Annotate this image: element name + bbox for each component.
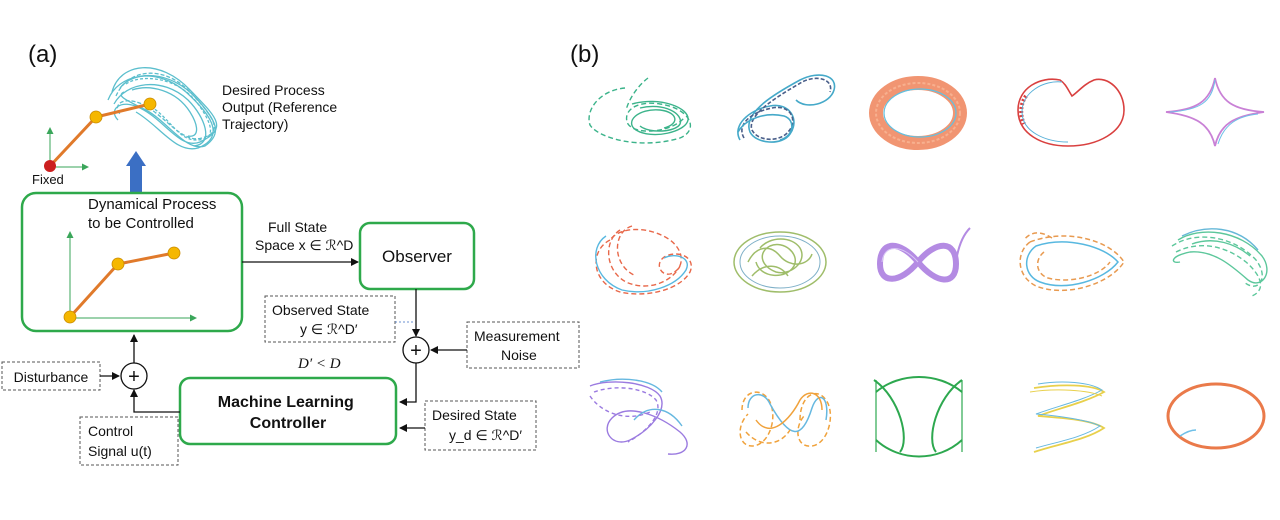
measurement-noise-label: Measurement Noise xyxy=(474,328,563,363)
panel-b-label: (b) xyxy=(570,41,599,68)
sum-to-controller-arrow xyxy=(399,363,417,406)
desired-state-label: Desired State y_d ∈ ℛ^D′ xyxy=(432,407,522,443)
fixed-joint xyxy=(44,160,56,172)
reference-trajectory xyxy=(107,67,218,150)
trajectory-r2-c4 xyxy=(1019,232,1125,292)
trajectory-r2-c1 xyxy=(595,225,692,295)
fixed-label: Fixed xyxy=(32,172,64,187)
observed-state-label: Observed State y ∈ ℛ^D′ xyxy=(272,302,373,337)
reference-label: Desired Process Output (Reference Trajec… xyxy=(222,82,341,132)
trajectory-r3-c5 xyxy=(1166,382,1266,450)
trajectory-r3-c2 xyxy=(739,391,832,447)
controller-to-sum-arrow xyxy=(130,389,180,413)
process-box-label: Dynamical Process to be Controlled xyxy=(88,196,221,232)
ml-controller-box xyxy=(178,376,398,446)
observer-box xyxy=(358,221,476,291)
trajectory-r1-c2 xyxy=(737,74,836,143)
output-arrow xyxy=(126,151,146,193)
trajectory-r1-c3 xyxy=(869,76,967,150)
trajectory-r1-c4 xyxy=(1017,78,1125,147)
control-signal-box xyxy=(79,416,179,466)
measurement-noise-box xyxy=(466,321,580,369)
measurement-sum-symbol: + xyxy=(410,340,422,362)
panel-a-label: (a) xyxy=(28,41,57,68)
reference-arm xyxy=(44,97,157,172)
trajectory-r1-c1 xyxy=(588,77,692,144)
trajectory-r3-c4 xyxy=(1029,381,1106,453)
process-arm xyxy=(63,231,197,324)
trajectory-r3-c1 xyxy=(589,378,688,455)
disturbance-sum-symbol: + xyxy=(128,366,140,388)
ml-controller-label: Machine Learning Controller xyxy=(218,394,358,432)
full-state-label: Full State Space x ∈ ℛ^D xyxy=(255,219,353,253)
observer-label: Observer xyxy=(382,247,452,266)
panel-a: (a) Fixed Desired Process Output (Refere… xyxy=(1,41,580,466)
control-signal-label: Control Signal u(t) xyxy=(88,423,152,459)
trajectory-r2-c2 xyxy=(733,231,827,293)
trajectory-r2-c3 xyxy=(876,227,971,283)
arm-joint xyxy=(89,110,103,124)
trajectory-r2-c5 xyxy=(1171,228,1268,297)
panel-b: (b) xyxy=(570,41,1268,458)
trajectory-r3-c3 xyxy=(873,376,963,458)
arm-end-effector xyxy=(143,97,157,111)
observed-state-box xyxy=(264,295,396,343)
trajectory-r1-c5 xyxy=(1165,77,1265,147)
disturbance-label: Disturbance xyxy=(14,369,89,385)
dimension-relation: D′ < D xyxy=(297,356,341,372)
desired-state-box xyxy=(424,400,537,451)
